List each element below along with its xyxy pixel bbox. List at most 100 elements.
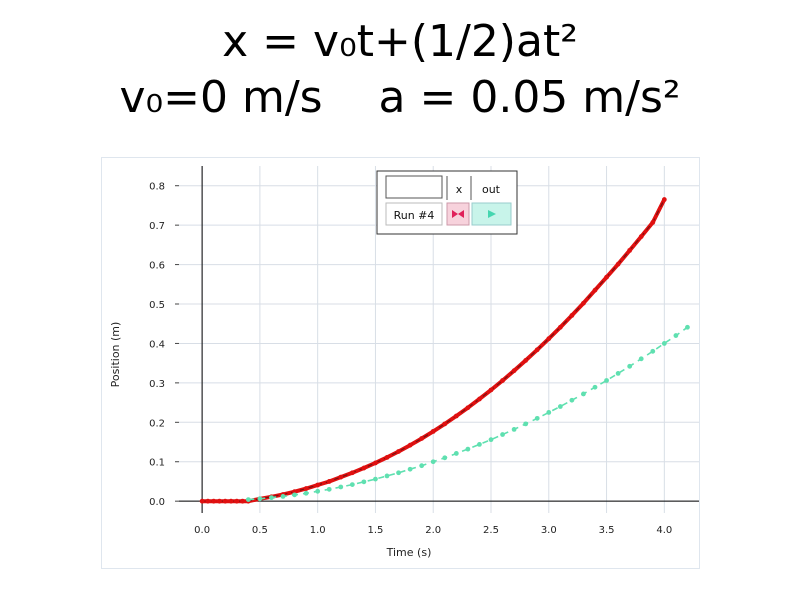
data-point-run4 bbox=[217, 498, 222, 504]
data-point-model bbox=[511, 427, 517, 432]
data-point-run4 bbox=[373, 460, 378, 466]
y-tick-label: 0.8 bbox=[149, 182, 165, 193]
data-point-run4 bbox=[222, 498, 228, 504]
x-tick-label: 2.0 bbox=[425, 525, 441, 536]
data-point-run4 bbox=[500, 378, 505, 383]
data-point-run4 bbox=[546, 336, 552, 342]
data-point-model bbox=[453, 451, 459, 456]
data-point-run4 bbox=[396, 449, 401, 454]
data-point-run4 bbox=[557, 324, 563, 330]
legend-header-out: out bbox=[482, 183, 501, 196]
x-tick-label: 3.0 bbox=[541, 525, 557, 536]
data-point-model bbox=[373, 476, 378, 482]
data-point-model bbox=[604, 378, 609, 383]
series bbox=[199, 197, 690, 504]
x-tick-label: 1.0 bbox=[310, 525, 326, 536]
data-point-run4 bbox=[534, 347, 540, 353]
data-point-run4 bbox=[205, 498, 211, 504]
data-point-model bbox=[407, 466, 413, 472]
tick-labels: 0.0 0.5 1.0 1.5 2.0 2.5 3.0 3.5 4.0 0.0 0.1 0.2 0.3 0… bbox=[149, 182, 672, 536]
data-point-run4 bbox=[338, 474, 344, 480]
data-point-model bbox=[650, 348, 656, 354]
legend-run-label: Run #4 bbox=[394, 209, 435, 222]
data-point-model bbox=[361, 479, 367, 485]
data-point-model bbox=[338, 484, 344, 490]
data-point-model bbox=[557, 404, 563, 409]
data-point-model bbox=[303, 490, 309, 496]
data-point-run4 bbox=[615, 261, 621, 267]
y-tick-label: 0.0 bbox=[149, 497, 165, 508]
data-point-run4 bbox=[430, 428, 436, 434]
legend: x out Run #4 bbox=[376, 170, 518, 235]
x-tick-label: 0.0 bbox=[194, 525, 210, 536]
data-point-model bbox=[685, 324, 690, 330]
x-tick-label: 4.0 bbox=[656, 525, 672, 536]
y-tick-label: 0.6 bbox=[149, 261, 165, 272]
data-point-model bbox=[465, 446, 471, 452]
data-point-run4 bbox=[199, 498, 205, 504]
data-point-model bbox=[661, 341, 667, 346]
data-point-model bbox=[292, 492, 297, 498]
data-point-model bbox=[523, 421, 529, 427]
data-point-run4 bbox=[638, 234, 644, 239]
data-point-run4 bbox=[240, 498, 245, 504]
data-point-model bbox=[326, 486, 332, 492]
x-tick-label: 0.5 bbox=[252, 525, 268, 536]
data-point-model bbox=[534, 415, 540, 421]
series-line-model bbox=[248, 326, 688, 501]
y-tick-label: 0.4 bbox=[149, 339, 165, 350]
data-point-run4 bbox=[211, 498, 217, 504]
y-tick-label: 0.2 bbox=[149, 418, 165, 429]
data-point-run4 bbox=[465, 405, 471, 411]
legend-blank-cell bbox=[385, 175, 443, 199]
legend-header-x: x bbox=[456, 183, 463, 196]
data-point-model bbox=[569, 397, 575, 403]
data-point-run4 bbox=[627, 247, 633, 253]
y-tick-label: 0.5 bbox=[149, 300, 165, 311]
data-point-model bbox=[673, 333, 679, 338]
equation-line-1: x = v₀t+(1/2)at² bbox=[222, 16, 578, 67]
run-marker-icon bbox=[452, 210, 464, 218]
data-point-run4 bbox=[419, 436, 425, 441]
data-point-model bbox=[488, 437, 494, 443]
y-axis-title: Position (m) bbox=[109, 322, 122, 388]
data-point-model bbox=[396, 470, 401, 476]
data-point-model bbox=[592, 384, 598, 390]
data-point-run4 bbox=[581, 300, 586, 306]
x-tick-label: 1.5 bbox=[367, 525, 383, 536]
data-point-model bbox=[419, 463, 425, 469]
data-point-run4 bbox=[477, 396, 482, 402]
data-point-model bbox=[477, 441, 482, 447]
data-point-run4 bbox=[442, 421, 448, 427]
y-tick-label: 0.1 bbox=[149, 458, 165, 469]
legend-run-cell bbox=[385, 202, 443, 226]
data-point-run4 bbox=[326, 479, 332, 484]
data-point-model bbox=[627, 363, 633, 369]
data-point-run4 bbox=[488, 387, 494, 393]
data-point-model bbox=[546, 410, 552, 415]
position-time-chart: 0.0 0.5 1.0 1.5 2.0 2.5 3.0 3.5 4.0 0.0 0.1 0.2 0.3 0… bbox=[109, 166, 699, 559]
data-point-model bbox=[349, 482, 355, 488]
data-point-run4 bbox=[228, 498, 234, 504]
data-point-model bbox=[430, 459, 436, 465]
x-tick-label: 3.5 bbox=[599, 525, 615, 536]
play-icon bbox=[488, 210, 496, 218]
equation-line-2: v₀=0 m/s a = 0.05 m/s² bbox=[119, 72, 681, 123]
data-point-run4 bbox=[234, 498, 240, 504]
data-point-run4 bbox=[303, 486, 309, 491]
data-point-model bbox=[500, 432, 505, 437]
data-point-model bbox=[245, 497, 251, 502]
data-point-run4 bbox=[661, 197, 667, 202]
data-point-model bbox=[280, 494, 286, 499]
data-point-run4 bbox=[315, 482, 321, 488]
plot-frame: 0.0 0.5 1.0 1.5 2.0 2.5 3.0 3.5 4.0 0.0 0.1 0.2 0.3 0… bbox=[101, 157, 700, 569]
data-point-run4 bbox=[361, 465, 367, 471]
data-point-run4 bbox=[407, 442, 413, 448]
data-point-model bbox=[442, 455, 448, 461]
data-point-run4 bbox=[650, 219, 656, 225]
data-point-run4 bbox=[604, 274, 609, 280]
data-point-run4 bbox=[384, 455, 390, 460]
data-point-run4 bbox=[523, 357, 529, 363]
data-point-run4 bbox=[569, 313, 575, 318]
axes bbox=[175, 166, 699, 513]
